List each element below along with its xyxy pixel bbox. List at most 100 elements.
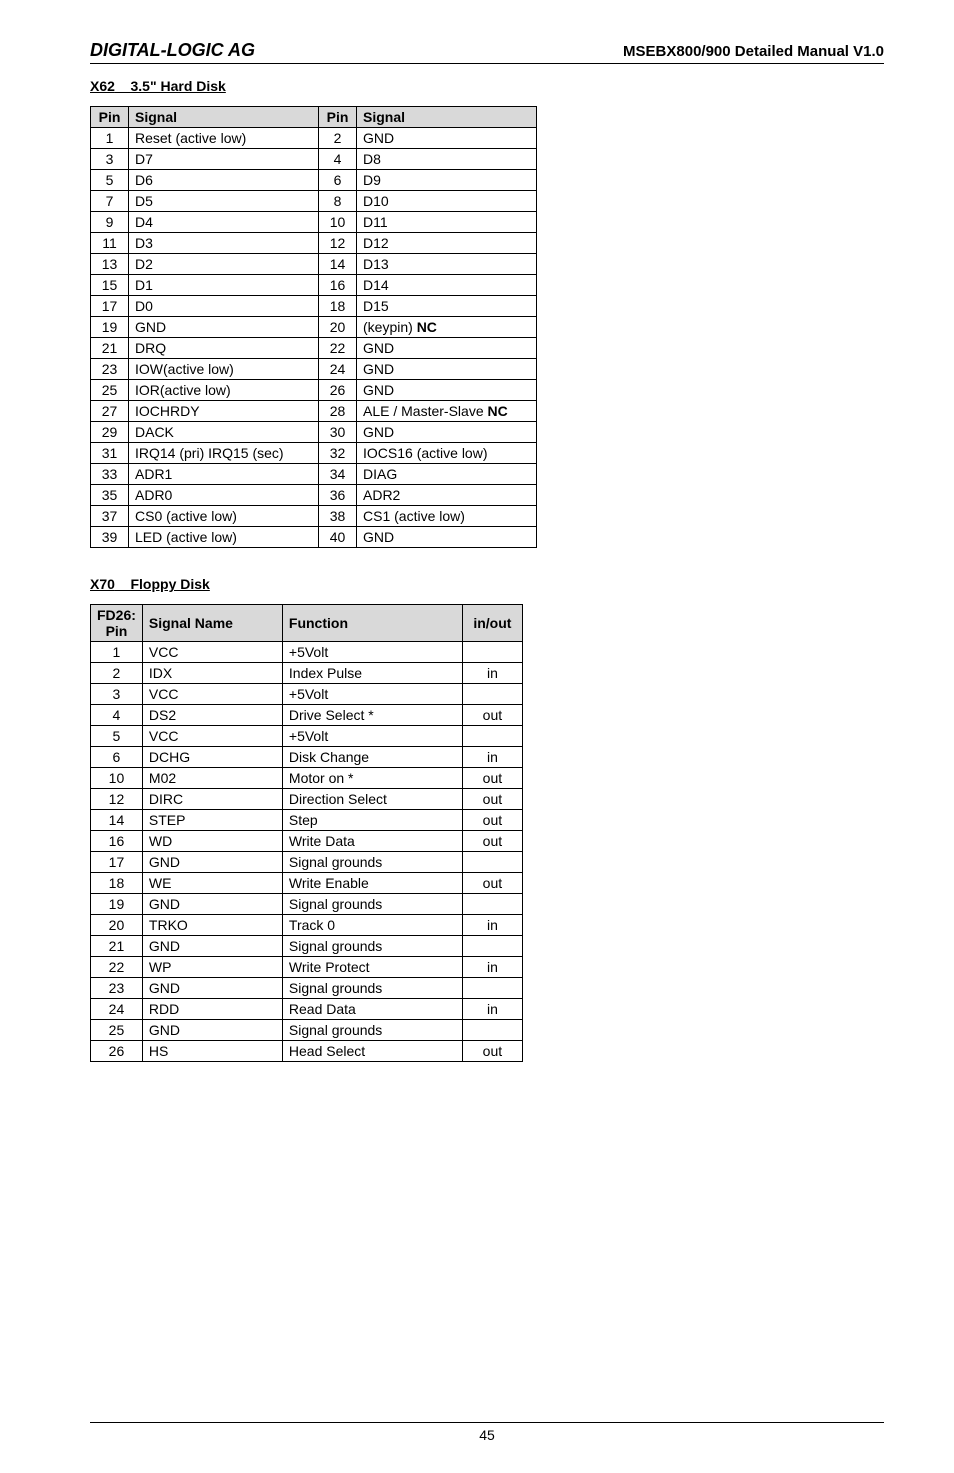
- table-cell: 4: [319, 149, 357, 170]
- table-cell: +5Volt: [282, 642, 462, 663]
- table-cell: [462, 978, 522, 999]
- table-row: 3VCC+5Volt: [91, 684, 523, 705]
- table-row: 5D66D9: [91, 170, 537, 191]
- table-cell: 18: [319, 296, 357, 317]
- table-cell: RDD: [142, 999, 282, 1020]
- table-cell: D13: [357, 254, 537, 275]
- table-cell: out: [462, 831, 522, 852]
- table-cell: 22: [91, 957, 143, 978]
- table-cell: Disk Change: [282, 747, 462, 768]
- table-cell: IOCS16 (active low): [357, 443, 537, 464]
- table-cell: ADR2: [357, 485, 537, 506]
- table-cell: 18: [91, 873, 143, 894]
- table-cell: WP: [142, 957, 282, 978]
- table-cell: STEP: [142, 810, 282, 831]
- floppy-disk-table: FD26:Pin Signal Name Function in/out 1VC…: [90, 604, 523, 1062]
- table-cell: 2: [91, 663, 143, 684]
- table-row: 5VCC+5Volt: [91, 726, 523, 747]
- table-row: 7D58D10: [91, 191, 537, 212]
- table-cell: 22: [319, 338, 357, 359]
- table-cell: [462, 684, 522, 705]
- table-cell: 10: [319, 212, 357, 233]
- table-cell: VCC: [142, 726, 282, 747]
- table-cell: 25: [91, 1020, 143, 1041]
- table-cell: 7: [91, 191, 129, 212]
- table-cell: 21: [91, 936, 143, 957]
- hard-disk-table: Pin Signal Pin Signal 1Reset (active low…: [90, 106, 537, 548]
- table-row: 25GNDSignal grounds: [91, 1020, 523, 1041]
- table-cell: 30: [319, 422, 357, 443]
- table-row: 39LED (active low)40GND: [91, 527, 537, 548]
- table-cell: Track 0: [282, 915, 462, 936]
- table-cell: GND: [142, 852, 282, 873]
- table-cell: 3: [91, 149, 129, 170]
- table-cell: [462, 642, 522, 663]
- table-row: 4DS2Drive Select *out: [91, 705, 523, 726]
- col-fd-func: Function: [282, 605, 462, 642]
- table-cell: +5Volt: [282, 726, 462, 747]
- table-cell: 4: [91, 705, 143, 726]
- table-cell: Write Protect: [282, 957, 462, 978]
- table-row: 2IDXIndex Pulsein: [91, 663, 523, 684]
- table-cell: 6: [319, 170, 357, 191]
- table-cell: D6: [129, 170, 319, 191]
- table-cell: D14: [357, 275, 537, 296]
- table-cell: in: [462, 999, 522, 1020]
- table-cell: CS1 (active low): [357, 506, 537, 527]
- table-row: 37CS0 (active low)38CS1 (active low): [91, 506, 537, 527]
- table-cell: Write Enable: [282, 873, 462, 894]
- table-row: 27IOCHRDY28ALE / Master-Slave NC: [91, 401, 537, 422]
- table-cell: VCC: [142, 642, 282, 663]
- table-cell: 5: [91, 726, 143, 747]
- table-cell: ADR1: [129, 464, 319, 485]
- header-doc-title: MSEBX800/900 Detailed Manual V1.0: [623, 43, 884, 60]
- table-row: 10M02Motor on *out: [91, 768, 523, 789]
- table-cell: D9: [357, 170, 537, 191]
- table-cell: D4: [129, 212, 319, 233]
- section-title-fd: X70 Floppy Disk: [90, 576, 884, 592]
- table-cell: VCC: [142, 684, 282, 705]
- table-cell: 38: [319, 506, 357, 527]
- table-cell: Index Pulse: [282, 663, 462, 684]
- table-cell: 13: [91, 254, 129, 275]
- table-cell: 24: [91, 999, 143, 1020]
- table-row: 16WDWrite Dataout: [91, 831, 523, 852]
- table-cell: 5: [91, 170, 129, 191]
- table-row: 1Reset (active low)2GND: [91, 128, 537, 149]
- table-cell: 26: [319, 380, 357, 401]
- table-cell: DIAG: [357, 464, 537, 485]
- table-cell: DACK: [129, 422, 319, 443]
- table-cell: D8: [357, 149, 537, 170]
- table-cell: IOW(active low): [129, 359, 319, 380]
- table-cell: 14: [91, 810, 143, 831]
- section-name-fd: Floppy Disk: [130, 576, 209, 592]
- table-cell: in: [462, 663, 522, 684]
- table-cell: 11: [91, 233, 129, 254]
- table-cell: GND: [129, 317, 319, 338]
- table-cell: [462, 726, 522, 747]
- table-cell: 32: [319, 443, 357, 464]
- table-cell: IOCHRDY: [129, 401, 319, 422]
- section-title-hd: X62 3.5" Hard Disk: [90, 78, 884, 94]
- header-rule: [90, 63, 884, 64]
- table-row: 29DACK30GND: [91, 422, 537, 443]
- table-row: 21DRQ22GND: [91, 338, 537, 359]
- table-cell: 17: [91, 296, 129, 317]
- table-row: 19GND20(keypin) NC: [91, 317, 537, 338]
- table-cell: GND: [142, 936, 282, 957]
- table-cell: D15: [357, 296, 537, 317]
- table-row: 1VCC+5Volt: [91, 642, 523, 663]
- table-cell: HS: [142, 1041, 282, 1062]
- col-fd-pin: FD26:Pin: [91, 605, 143, 642]
- table-cell: 12: [91, 789, 143, 810]
- table-cell: Write Data: [282, 831, 462, 852]
- table-cell: GND: [357, 359, 537, 380]
- table-cell: out: [462, 810, 522, 831]
- table-cell: 19: [91, 894, 143, 915]
- table-row: 17D018D15: [91, 296, 537, 317]
- table-cell: GND: [357, 527, 537, 548]
- table-cell: D10: [357, 191, 537, 212]
- table-cell: 27: [91, 401, 129, 422]
- table-row: 25IOR(active low)26GND: [91, 380, 537, 401]
- table-cell: 10: [91, 768, 143, 789]
